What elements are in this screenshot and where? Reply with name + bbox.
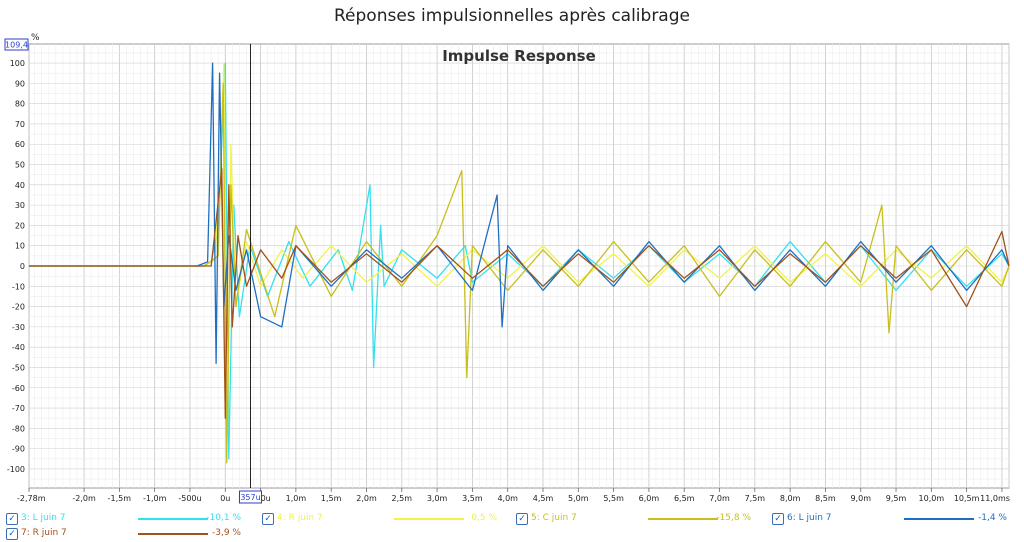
- y-max-readout[interactable]: 109,4: [4, 38, 29, 51]
- legend-series-value: -1,4 %: [978, 513, 1007, 523]
- y-tick-label: -90: [12, 445, 25, 454]
- legend-row: ✓ 7: R juin 7 -3,9 %: [0, 526, 1024, 542]
- y-tick-label: -10: [12, 282, 25, 291]
- legend-swatch: [394, 518, 464, 520]
- legend-swatch: [138, 518, 208, 520]
- legend-series-name: 4: R juin 7: [277, 513, 323, 523]
- legend-checkbox[interactable]: ✓: [516, 513, 528, 525]
- y-axis-label: %: [31, 33, 40, 43]
- cursor-readout-value: 357u: [240, 493, 260, 502]
- x-tick-label: 10,0m: [919, 494, 945, 503]
- series-lines: [29, 62, 1010, 464]
- x-tick-label: 0u: [220, 494, 230, 503]
- x-tick-label: 1,0m: [286, 494, 307, 503]
- x-tick-label: 3,0m: [427, 494, 448, 503]
- x-tick-label: 6,5m: [674, 494, 695, 503]
- x-tick-label: 5,0m: [568, 494, 589, 503]
- y-tick-labels: 1009080706050403020100-10-20-30-40-50-60…: [7, 59, 25, 474]
- x-tick-label: 6,0m: [639, 494, 660, 503]
- legend-series-name: 3: L juin 7: [21, 513, 66, 523]
- x-tick-label: 2,0m: [356, 494, 377, 503]
- legend-item[interactable]: ✓ 6: L juin 7 -1,4 %: [772, 511, 1022, 527]
- legend-series-value: 0,5 %: [471, 513, 497, 523]
- y-tick-label: 80: [15, 100, 25, 109]
- x-tick-label: 1,5m: [321, 494, 342, 503]
- legend-series-name: 5: C juin 7: [531, 513, 577, 523]
- legend-series-name: 7: R juin 7: [21, 528, 67, 538]
- x-tick-label: -2,0m: [72, 494, 96, 503]
- legend-checkbox[interactable]: ✓: [6, 528, 18, 540]
- x-tick-labels: -2,78m-2,0m-1,5m-1,0m-500u0u500u1,0m1,5m…: [17, 488, 1010, 503]
- x-tick-label: -500u: [178, 494, 201, 503]
- legend-item[interactable]: ✓ 5: C juin 7 -15,8 %: [516, 511, 766, 527]
- y-tick-label: 50: [15, 161, 25, 170]
- x-tick-label: 9,0m: [850, 494, 871, 503]
- y-tick-label: -100: [7, 465, 25, 474]
- legend-row: ✓ 3: L juin 7 -10,1 % ✓ 4: R juin 7 0,5 % ✓ 5: …: [0, 511, 1024, 527]
- series-line-5[interactable]: [29, 167, 1010, 419]
- y-tick-label: -40: [12, 343, 25, 352]
- legend-checkbox[interactable]: ✓: [6, 513, 18, 525]
- y-tick-label: 100: [10, 59, 25, 68]
- y-tick-label: -70: [12, 404, 25, 413]
- x-tick-label: 4,5m: [533, 494, 554, 503]
- y-max-readout-value: 109,4: [5, 41, 28, 50]
- chart-title: Impulse Response: [442, 47, 596, 65]
- y-tick-label: -30: [12, 323, 25, 332]
- y-tick-label: -50: [12, 363, 25, 372]
- legend-item[interactable]: ✓ 7: R juin 7 -3,9 %: [6, 526, 256, 542]
- y-tick-label: 70: [15, 120, 25, 129]
- x-tick-label: 4,0m: [497, 494, 518, 503]
- y-tick-label: 20: [15, 221, 25, 230]
- x-tick-label: 11,0ms: [980, 494, 1010, 503]
- cursor[interactable]: 357u: [238, 44, 262, 504]
- y-tick-label: 10: [15, 242, 25, 251]
- legend-checkbox[interactable]: ✓: [772, 513, 784, 525]
- x-tick-label: 8,0m: [780, 494, 801, 503]
- legend-swatch: [904, 518, 974, 520]
- x-tick-label: 10,5m: [954, 494, 980, 503]
- cursor-readout-box[interactable]: [238, 490, 262, 504]
- legend-swatch: [648, 518, 718, 520]
- legend-series-value: -3,9 %: [212, 528, 241, 538]
- legend-checkbox[interactable]: ✓: [262, 513, 274, 525]
- legend-swatch: [138, 533, 208, 535]
- window-title: Réponses impulsionnelles après calibrage: [334, 6, 690, 26]
- legend-item[interactable]: ✓ 4: R juin 7 0,5 %: [262, 511, 512, 527]
- x-tick-label: 2,5m: [392, 494, 413, 503]
- x-tick-label: -1,0m: [143, 494, 167, 503]
- y-tick-label: -80: [12, 424, 25, 433]
- x-tick-label: 7,0m: [709, 494, 730, 503]
- y-tick-label: -20: [12, 303, 25, 312]
- series-line-3[interactable]: [29, 82, 1010, 464]
- x-tick-label: 9,5m: [886, 494, 907, 503]
- y-tick-label: 30: [15, 201, 25, 210]
- legend-item[interactable]: ✓ 3: L juin 7 -10,1 %: [6, 511, 256, 527]
- legend-series-name: 6: L juin 7: [787, 513, 832, 523]
- x-tick-label: -2,78m: [17, 494, 46, 503]
- y-tick-label: 40: [15, 181, 25, 190]
- y-tick-label: -60: [12, 384, 25, 393]
- y-tick-label: 60: [15, 140, 25, 149]
- x-tick-label: 3,5m: [462, 494, 483, 503]
- x-tick-label: 5,5m: [603, 494, 624, 503]
- y-tick-label: 90: [15, 79, 25, 88]
- x-tick-label: 7,5m: [745, 494, 766, 503]
- x-tick-label: -1,5m: [108, 494, 132, 503]
- legend-series-value: -15,8 %: [716, 513, 751, 523]
- legend-series-value: -10,1 %: [206, 513, 241, 523]
- y-tick-label: 0: [20, 262, 25, 271]
- series-line-1[interactable]: [29, 62, 1010, 460]
- x-tick-label: 8,5m: [815, 494, 836, 503]
